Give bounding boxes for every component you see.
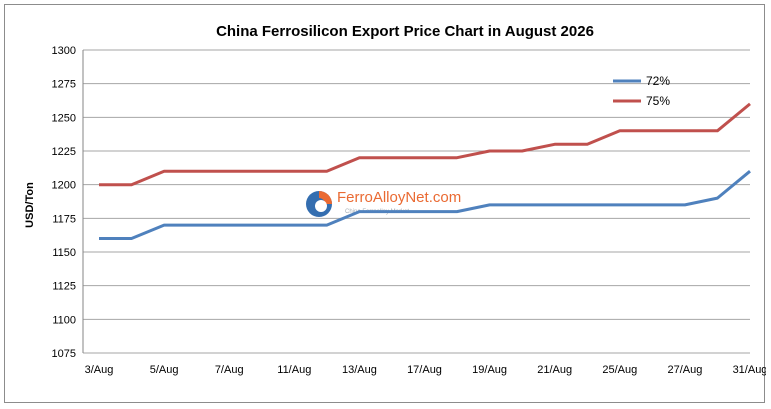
axis-layer: 1075 1100 1125 1150 1175 1200 1225 1250 1275 1300… [52,45,766,376]
x-tick-label: 27/Aug [667,364,702,376]
x-tick-label: 25/Aug [602,364,637,376]
x-tick-label: 3/Aug [85,364,114,376]
series-line-75 [99,102,751,187]
x-tick-label: 7/Aug [215,364,244,376]
chart-svg: 1075 1100 1125 1150 1175 1200 1225 1250 1275 1300… [24,23,766,376]
watermark-text: FerroAlloyNet.com [337,189,461,206]
watermark-logo-icon [306,191,332,217]
x-tick-label: 11/Aug [277,364,311,376]
x-tick-label: 17/Aug [407,364,442,376]
x-tick-label: 13/Aug [342,364,377,376]
x-tick-label: 21/Aug [537,364,572,376]
y-tick-label: 1250 [52,112,76,124]
y-tick-label: 1175 [52,213,76,225]
y-axis-label: USD/Ton [24,182,36,228]
y-tick-label: 1075 [52,348,76,360]
chart-title: China Ferrosilicon Export Price Chart in… [216,23,594,40]
series-layer [99,102,751,240]
legend-label-72: 72% [646,74,670,88]
chart-frame: 1075 1100 1125 1150 1175 1200 1225 1250 1275 1300… [4,4,766,403]
legend: 72% 75% [613,74,670,108]
x-tick-label: 31/Aug [733,364,766,376]
legend-label-75: 75% [646,94,670,108]
y-tick-label: 1125 [52,281,76,293]
y-tick-label: 1225 [52,146,76,158]
y-tick-label: 1300 [52,45,76,57]
grid-layer [83,49,750,354]
y-tick-label: 1100 [52,314,76,326]
y-tick-label: 1150 [52,247,76,259]
y-tick-label: 1275 [52,79,76,91]
y-tick-label: 1200 [52,180,76,192]
x-tick-label: 5/Aug [150,364,179,376]
series-line-72 [99,170,751,240]
x-tick-label: 19/Aug [472,364,507,376]
